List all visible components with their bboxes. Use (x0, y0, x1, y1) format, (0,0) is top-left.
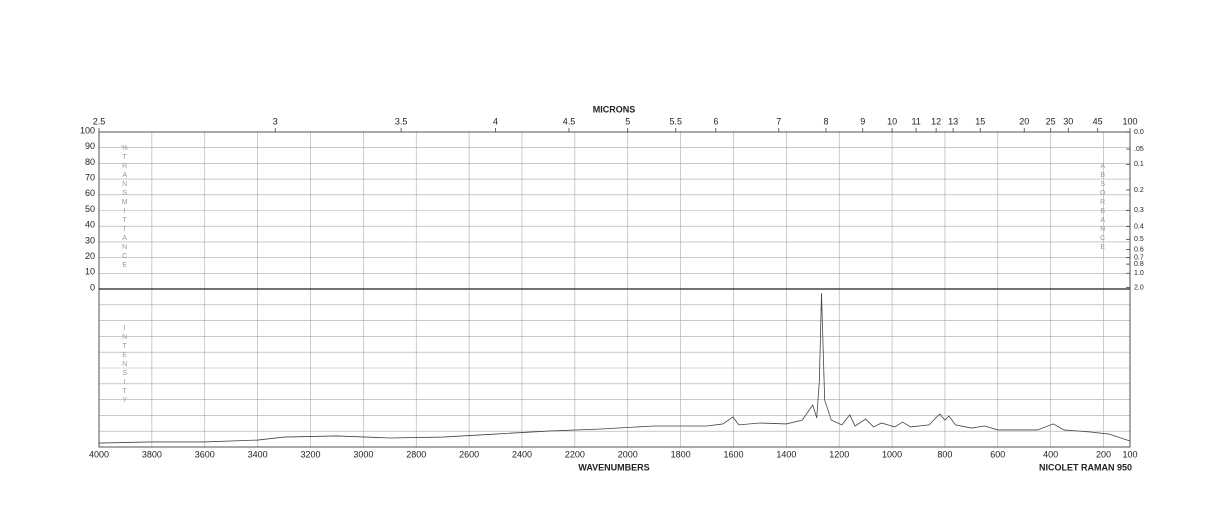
y2-tick-label: 1.0 (1134, 270, 1144, 277)
x2-tick-label: 20 (1019, 116, 1029, 126)
x2-tick-label: 4 (493, 116, 498, 126)
x-tick-label: 2000 (618, 449, 638, 459)
x2-tick-label: 3 (273, 116, 278, 126)
y-tick-label: 10 (85, 267, 95, 277)
y2-tick-label: 0.6 (1134, 246, 1144, 253)
x-tick-label: 2400 (512, 449, 532, 459)
x-tick-label: 2800 (406, 449, 426, 459)
y2-tick-label: 0.7 (1134, 255, 1144, 262)
y2-tick-label: 0.2 (1134, 187, 1144, 194)
y-tick-label: 70 (85, 172, 95, 182)
y-tick-label: 20 (85, 251, 95, 261)
x2-tick-label: 5.5 (670, 116, 683, 126)
x2-tick-label: 10 (887, 116, 897, 126)
x2-tick-label: 25 (1046, 116, 1056, 126)
x2-tick-label: 100 (1122, 116, 1137, 126)
x-tick-label: 3600 (195, 449, 215, 459)
x-axis-title: WAVENUMBERS (578, 462, 649, 472)
x-tick-label: 800 (937, 449, 952, 459)
y2-tick-label: 0.0 (1134, 129, 1144, 136)
x-tick-label: 3200 (300, 449, 320, 459)
x2-tick-label: 6 (713, 116, 718, 126)
y-tick-label: 90 (85, 141, 95, 151)
y2-axis-title: ABSORBANCE (1099, 163, 1106, 253)
y-tick-label: 80 (85, 157, 95, 167)
x2-tick-label: 30 (1063, 116, 1073, 126)
y2-tick-label: 0.1 (1134, 161, 1144, 168)
x-tick-label: 4000 (89, 449, 109, 459)
y-tick-label: 50 (85, 204, 95, 214)
x-tick-label: 3000 (353, 449, 373, 459)
x2-tick-label: 15 (975, 116, 985, 126)
x-tick-label: 1000 (882, 449, 902, 459)
x2-tick-label: 3.5 (395, 116, 408, 126)
x-tick-label: 3800 (142, 449, 162, 459)
spectrum-line (98, 292, 1131, 444)
x2-tick-label: 45 (1093, 116, 1103, 126)
x-tick-label: 1200 (829, 449, 849, 459)
y-tick-label: 0 (90, 282, 95, 292)
x-tick-label: 2600 (459, 449, 479, 459)
x2-tick-label: 7 (776, 116, 781, 126)
x2-tick-label: 11 (911, 116, 920, 126)
x-tick-label: 100 (1122, 449, 1137, 459)
intensity-title: INTENSITY (121, 325, 128, 406)
x2-tick-label: 8 (823, 116, 828, 126)
y-tick-label: 100 (80, 125, 95, 135)
instrument-label: NICOLET RAMAN 950 (1039, 462, 1132, 472)
x-tick-label: 1400 (776, 449, 796, 459)
y2-tick-label: 0.8 (1134, 261, 1144, 268)
x-tick-label: 1800 (671, 449, 691, 459)
x-tick-label: 200 (1096, 449, 1111, 459)
x-tick-label: 2200 (565, 449, 585, 459)
y-tick-label: 60 (85, 188, 95, 198)
y2-tick-label: .05 (1134, 146, 1144, 153)
y2-tick-label: 0.4 (1134, 223, 1144, 230)
x2-tick-label: 9 (860, 116, 865, 126)
x-tick-label: 3400 (248, 449, 268, 459)
y2-tick-label: 0.5 (1134, 236, 1144, 243)
x2-tick-label: 5 (625, 116, 630, 126)
x2-tick-label: 13 (948, 116, 958, 126)
x2-tick-label: 2.5 (93, 116, 106, 126)
y2-tick-label: 2.0 (1134, 284, 1144, 291)
x-tick-label: 600 (990, 449, 1005, 459)
x2-axis-title: MICRONS (593, 104, 636, 114)
x-tick-label: 1600 (723, 449, 743, 459)
x2-tick-label: 4.5 (563, 116, 576, 126)
x2-tick-label: 12 (931, 116, 941, 126)
y-tick-label: 30 (85, 235, 95, 245)
y2-tick-label: 0.3 (1134, 207, 1144, 214)
y-axis-title: %TRANSMITTANCE (121, 145, 128, 271)
y-tick-label: 40 (85, 220, 95, 230)
x-tick-label: 400 (1043, 449, 1058, 459)
